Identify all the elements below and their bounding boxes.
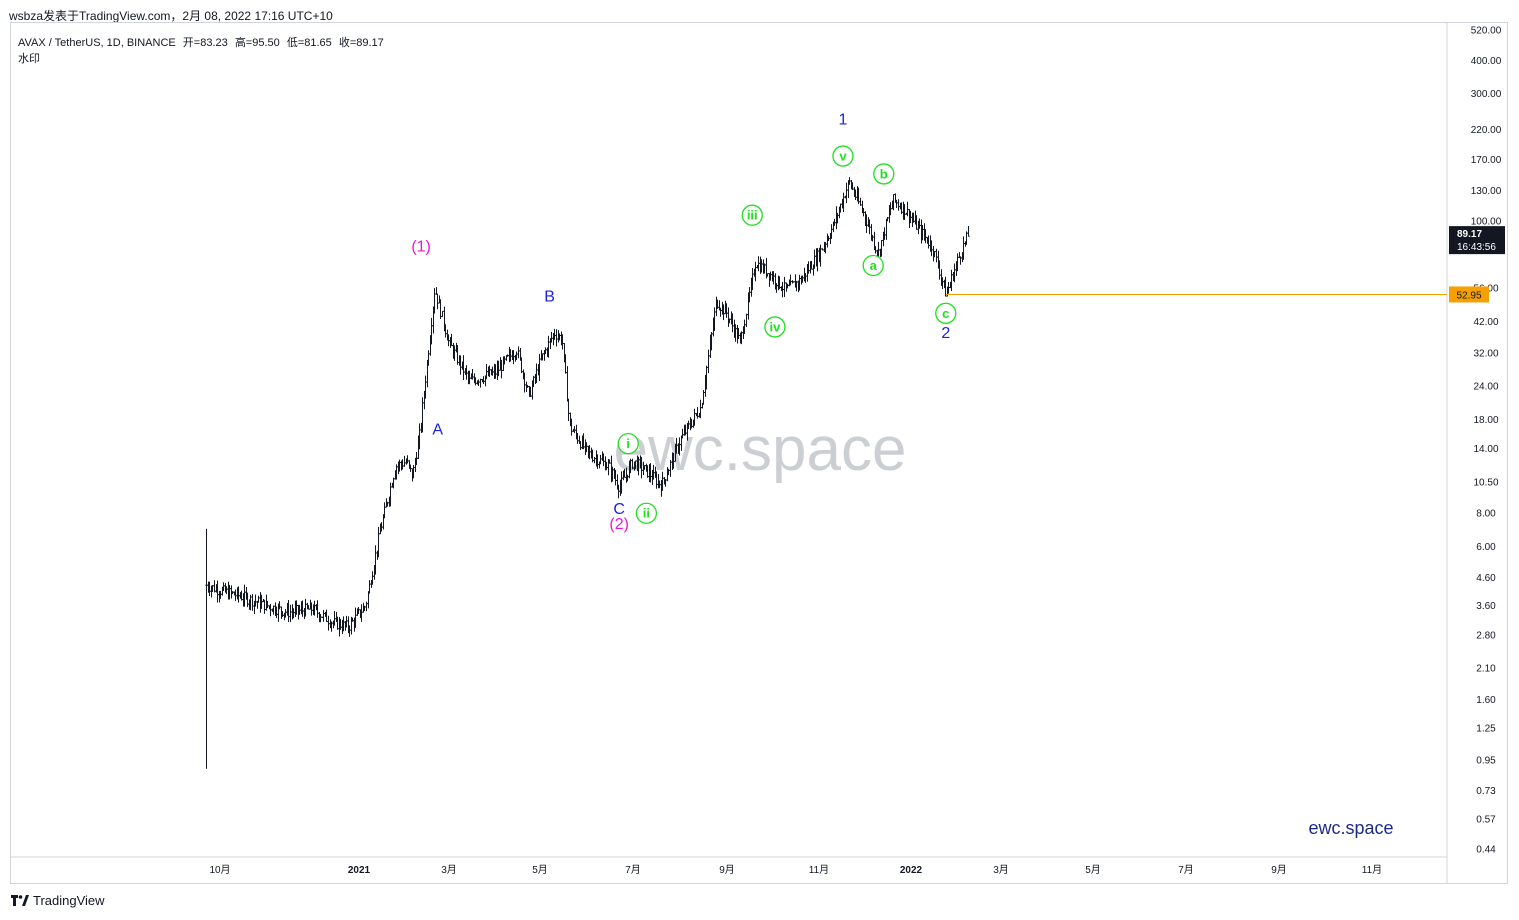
- tradingview-logo-icon: [11, 894, 29, 906]
- x-tick-label: 2021: [348, 865, 371, 876]
- y-tick-label: 24.00: [1473, 382, 1498, 393]
- y-tick-label: 10.50: [1473, 477, 1498, 488]
- wave-label-circle[interactable]: [635, 502, 658, 524]
- wave-label[interactable]: C: [613, 501, 625, 518]
- wave-label-circle[interactable]: [935, 302, 957, 324]
- y-tick-label: 1.25: [1476, 724, 1496, 735]
- wave-label: b: [880, 166, 888, 181]
- x-tick-label: 3月: [993, 864, 1009, 876]
- wave-label-circle[interactable]: [617, 432, 639, 455]
- wave-label: iii: [747, 208, 758, 223]
- wave-label[interactable]: (2): [609, 516, 629, 533]
- last-price-text: 89.17: [1457, 229, 1482, 240]
- last-price-tag: [1449, 226, 1505, 255]
- y-tick-label: 0.57: [1476, 815, 1496, 826]
- y-tick-label: 32.00: [1473, 348, 1498, 359]
- wave-label: c: [942, 306, 949, 321]
- chart-frame: [10, 22, 1508, 884]
- x-tick-label: 5月: [1085, 864, 1101, 876]
- wave-label-circle[interactable]: [862, 254, 884, 277]
- y-tick-label: 100.00: [1471, 216, 1502, 227]
- footer: TradingView: [11, 893, 105, 908]
- x-tick-label: 2022: [900, 865, 923, 876]
- y-tick-label: 2.10: [1476, 664, 1496, 675]
- x-tick-label: 5月: [532, 864, 548, 876]
- y-tick-label: 18.00: [1473, 415, 1498, 426]
- open-value: 开=83.23: [182, 37, 228, 49]
- symbol-name[interactable]: AVAX / TetherUS, 1D, BINANCE: [18, 37, 176, 49]
- y-tick-label: 8.00: [1476, 509, 1496, 520]
- high-value: 高=95.50: [234, 37, 280, 49]
- x-tick-label: 10月: [209, 864, 230, 876]
- wave-label-circle[interactable]: [764, 316, 786, 338]
- symbol-legend: AVAX / TetherUS, 1D, BINANCE 开=83.23 高=9…: [18, 35, 384, 67]
- candles: [205, 177, 970, 769]
- wave-label: v: [839, 149, 847, 164]
- close-value: 收=89.17: [338, 37, 384, 49]
- level-price-tag: [1449, 286, 1489, 303]
- indicator-name[interactable]: 水印: [18, 53, 40, 65]
- low-value: 低=81.65: [286, 37, 332, 49]
- y-tick-label: 0.95: [1476, 755, 1496, 766]
- wave-label[interactable]: (1): [411, 239, 431, 256]
- wave-label-circle[interactable]: [873, 163, 895, 185]
- y-tick-label: 3.60: [1476, 601, 1496, 612]
- wave-label-circle[interactable]: [741, 204, 763, 226]
- y-tick-label: 400.00: [1471, 56, 1502, 67]
- tradingview-brand: TradingView: [33, 893, 105, 908]
- y-tick-label: 220.00: [1471, 125, 1502, 136]
- publisher-info: wsbza发表于TradingView.com，2月 08, 2022 17:1…: [9, 9, 333, 23]
- x-tick-label: 9月: [1271, 864, 1287, 876]
- y-tick-label: 1.60: [1476, 695, 1496, 706]
- wave-label-circle[interactable]: [832, 145, 854, 167]
- x-tick-label: 11月: [809, 864, 829, 876]
- y-tick-label: 2.80: [1476, 630, 1496, 641]
- y-tick-label: 0.44: [1476, 845, 1496, 856]
- level-price-text: 52.95: [1456, 290, 1481, 301]
- x-tick-label: 3月: [441, 864, 457, 876]
- wave-label[interactable]: A: [432, 421, 443, 438]
- wave-label[interactable]: B: [544, 289, 555, 306]
- x-tick-label: 7月: [1178, 864, 1194, 876]
- y-tick-label: 300.00: [1471, 89, 1502, 100]
- watermark-text: ewc.space: [614, 415, 907, 484]
- wave-label[interactable]: 1: [839, 112, 848, 129]
- y-tick-label: 170.00: [1471, 155, 1502, 166]
- wave-label: ii: [643, 506, 650, 521]
- x-tick-label: 11月: [1362, 864, 1382, 876]
- wave-label: a: [870, 258, 878, 273]
- wave-label: i: [626, 436, 630, 451]
- y-tick-label: 4.60: [1476, 573, 1496, 584]
- y-tick-label: 130.00: [1471, 186, 1502, 197]
- wave-label[interactable]: 2: [941, 325, 950, 342]
- x-tick-label: 9月: [719, 864, 735, 876]
- y-tick-label: 6.00: [1476, 542, 1496, 553]
- countdown-text: 16:43:56: [1457, 242, 1496, 253]
- wave-label: iv: [769, 319, 781, 334]
- y-tick-label: 0.73: [1476, 786, 1496, 797]
- y-tick-label: 14.00: [1473, 444, 1498, 455]
- y-tick-label: 42.00: [1473, 317, 1498, 328]
- brand-label: ewc.space: [1308, 818, 1393, 838]
- x-tick-label: 7月: [625, 864, 641, 876]
- y-tick-label: 520.00: [1471, 26, 1502, 37]
